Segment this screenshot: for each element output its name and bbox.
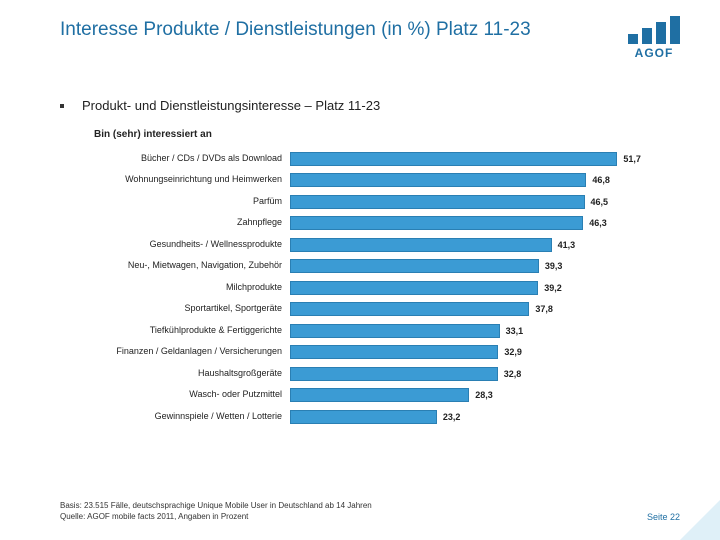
bar-wrap: 23,2	[290, 410, 670, 424]
category-label: Milchprodukte	[60, 283, 290, 293]
bar	[290, 410, 437, 424]
bar	[290, 259, 539, 273]
bar-value: 23,2	[443, 412, 461, 422]
bar-value: 41,3	[558, 240, 576, 250]
bar-value: 28,3	[475, 390, 493, 400]
bar-wrap: 51,7	[290, 152, 670, 166]
agof-logo: AGOF	[628, 16, 680, 60]
footer: Basis: 23.515 Fälle, deutschsprachige Un…	[60, 501, 680, 522]
chart-row: Zahnpflege 46,3	[60, 213, 670, 235]
category-label: Zahnpflege	[60, 218, 290, 228]
category-label: Tiefkühlprodukte & Fertiggerichte	[60, 326, 290, 336]
bar-wrap: 32,8	[290, 367, 670, 381]
category-label: Sportartikel, Sportgeräte	[60, 304, 290, 314]
bar-wrap: 39,3	[290, 259, 670, 273]
bar-value: 46,8	[592, 175, 610, 185]
category-label: Finanzen / Geldanlagen / Versicherungen	[60, 347, 290, 357]
bar-value: 46,5	[591, 197, 609, 207]
bar	[290, 302, 529, 316]
chart-row: Wohnungseinrichtung und Heimwerken 46,8	[60, 170, 670, 192]
category-label: Bücher / CDs / DVDs als Download	[60, 154, 290, 164]
bar-value: 46,3	[589, 218, 607, 228]
bar-value: 37,8	[535, 304, 553, 314]
subtitle: Produkt- und Dienstleistungsinteresse – …	[82, 98, 380, 113]
bar-value: 39,3	[545, 261, 563, 271]
bar-wrap: 32,9	[290, 345, 670, 359]
category-label: Gesundheits- / Wellnessprodukte	[60, 240, 290, 250]
bar	[290, 195, 585, 209]
bar-wrap: 46,8	[290, 173, 670, 187]
chart-row: Haushaltsgroßgeräte 32,8	[60, 363, 670, 385]
subtitle-row: Produkt- und Dienstleistungsinteresse – …	[60, 98, 680, 113]
chart-row: Tiefkühlprodukte & Fertiggerichte 33,1	[60, 320, 670, 342]
bar-wrap: 33,1	[290, 324, 670, 338]
bar	[290, 324, 500, 338]
logo-bars-icon	[628, 16, 680, 44]
chart-row: Neu-, Mietwagen, Navigation, Zubehör 39,3	[60, 256, 670, 278]
logo-text: AGOF	[635, 46, 674, 60]
page-title: Interesse Produkte / Dienstleistungen (i…	[60, 18, 531, 42]
bar-value: 39,2	[544, 283, 562, 293]
chart-legend: Bin (sehr) interessiert an	[94, 129, 680, 140]
bar	[290, 216, 583, 230]
bar-value: 33,1	[506, 326, 524, 336]
chart-row: Parfüm 46,5	[60, 191, 670, 213]
bar-value: 51,7	[623, 154, 641, 164]
chart-row: Wasch- oder Putzmittel 28,3	[60, 385, 670, 407]
category-label: Neu-, Mietwagen, Navigation, Zubehör	[60, 261, 290, 271]
category-label: Wohnungseinrichtung und Heimwerken	[60, 175, 290, 185]
chart-row: Bücher / CDs / DVDs als Download 51,7	[60, 148, 670, 170]
bar	[290, 152, 617, 166]
bar	[290, 345, 498, 359]
footnote: Basis: 23.515 Fälle, deutschsprachige Un…	[60, 501, 372, 522]
bar-chart: Bücher / CDs / DVDs als Download 51,7 Wohn…	[60, 148, 670, 428]
category-label: Haushaltsgroßgeräte	[60, 369, 290, 379]
category-label: Parfüm	[60, 197, 290, 207]
bullet-icon	[60, 104, 64, 108]
bar-wrap: 46,5	[290, 195, 670, 209]
category-label: Wasch- oder Putzmittel	[60, 390, 290, 400]
footnote-line1: Basis: 23.515 Fälle, deutschsprachige Un…	[60, 501, 372, 510]
bar-wrap: 46,3	[290, 216, 670, 230]
bar	[290, 367, 498, 381]
bar	[290, 388, 469, 402]
slide-container: Interesse Produkte / Dienstleistungen (i…	[0, 0, 720, 540]
bar-wrap: 41,3	[290, 238, 670, 252]
bar-wrap: 28,3	[290, 388, 670, 402]
chart-row: Gesundheits- / Wellnessprodukte 41,3	[60, 234, 670, 256]
bar-wrap: 39,2	[290, 281, 670, 295]
chart-row: Gewinnspiele / Wetten / Lotterie 23,2	[60, 406, 670, 428]
bar	[290, 281, 538, 295]
page-number: Seite 22	[647, 512, 680, 522]
bar	[290, 238, 552, 252]
footnote-line2: Quelle: AGOF mobile facts 2011, Angaben …	[60, 512, 248, 521]
header: Interesse Produkte / Dienstleistungen (i…	[60, 18, 680, 60]
bar-value: 32,8	[504, 369, 522, 379]
chart-row: Milchprodukte 39,2	[60, 277, 670, 299]
category-label: Gewinnspiele / Wetten / Lotterie	[60, 412, 290, 422]
corner-fold-icon	[680, 500, 720, 540]
bar-wrap: 37,8	[290, 302, 670, 316]
bar	[290, 173, 586, 187]
bar-value: 32,9	[504, 347, 522, 357]
chart-row: Sportartikel, Sportgeräte 37,8	[60, 299, 670, 321]
chart-row: Finanzen / Geldanlagen / Versicherungen 3…	[60, 342, 670, 364]
